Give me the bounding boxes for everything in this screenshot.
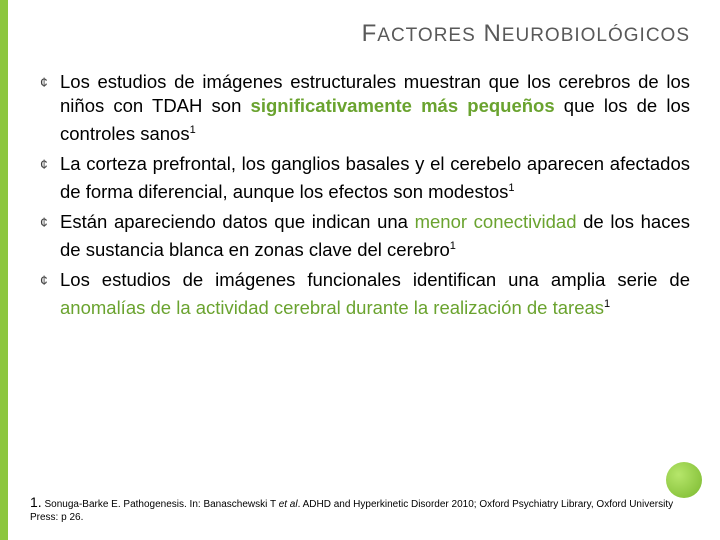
bullet-icon: ¢ [40, 152, 60, 204]
footnote-text-a: Sonuga-Barke E. Pathogenesis. In: Banasc… [42, 499, 279, 510]
list-item: ¢ Los estudios de imágenes estructurales… [40, 70, 690, 146]
title-word-1-cap: F [362, 20, 378, 47]
title-word-1-rest: ACTORES [377, 25, 476, 46]
list-item: ¢ Los estudios de imágenes funcionales i… [40, 268, 690, 320]
list-item: ¢ Están apareciendo datos que indican un… [40, 210, 690, 262]
bullet-icon: ¢ [40, 70, 60, 146]
footnote: 1. Sonuga-Barke E. Pathogenesis. In: Ban… [30, 496, 690, 524]
title-word-2-rest: EUROBIOLÓGICOS [502, 25, 690, 46]
slide-title: FACTORES NEUROBIOLÓGICOS [362, 20, 690, 48]
bullet-text: Los estudios de imágenes funcionales ide… [60, 268, 690, 320]
bullet-icon: ¢ [40, 268, 60, 320]
footnote-number: 1. [30, 494, 42, 510]
title-word-2-cap: N [483, 20, 501, 47]
list-item: ¢ La corteza prefrontal, los ganglios ba… [40, 152, 690, 204]
bullet-icon: ¢ [40, 210, 60, 262]
decorative-circle-icon [666, 462, 702, 498]
accent-bar [0, 0, 8, 540]
bullet-text: Los estudios de imágenes estructurales m… [60, 70, 690, 146]
footnote-italic: et al [279, 499, 298, 510]
bullet-text: La corteza prefrontal, los ganglios basa… [60, 152, 690, 204]
bullet-text: Están apareciendo datos que indican una … [60, 210, 690, 262]
bullet-list: ¢ Los estudios de imágenes estructurales… [40, 70, 690, 327]
